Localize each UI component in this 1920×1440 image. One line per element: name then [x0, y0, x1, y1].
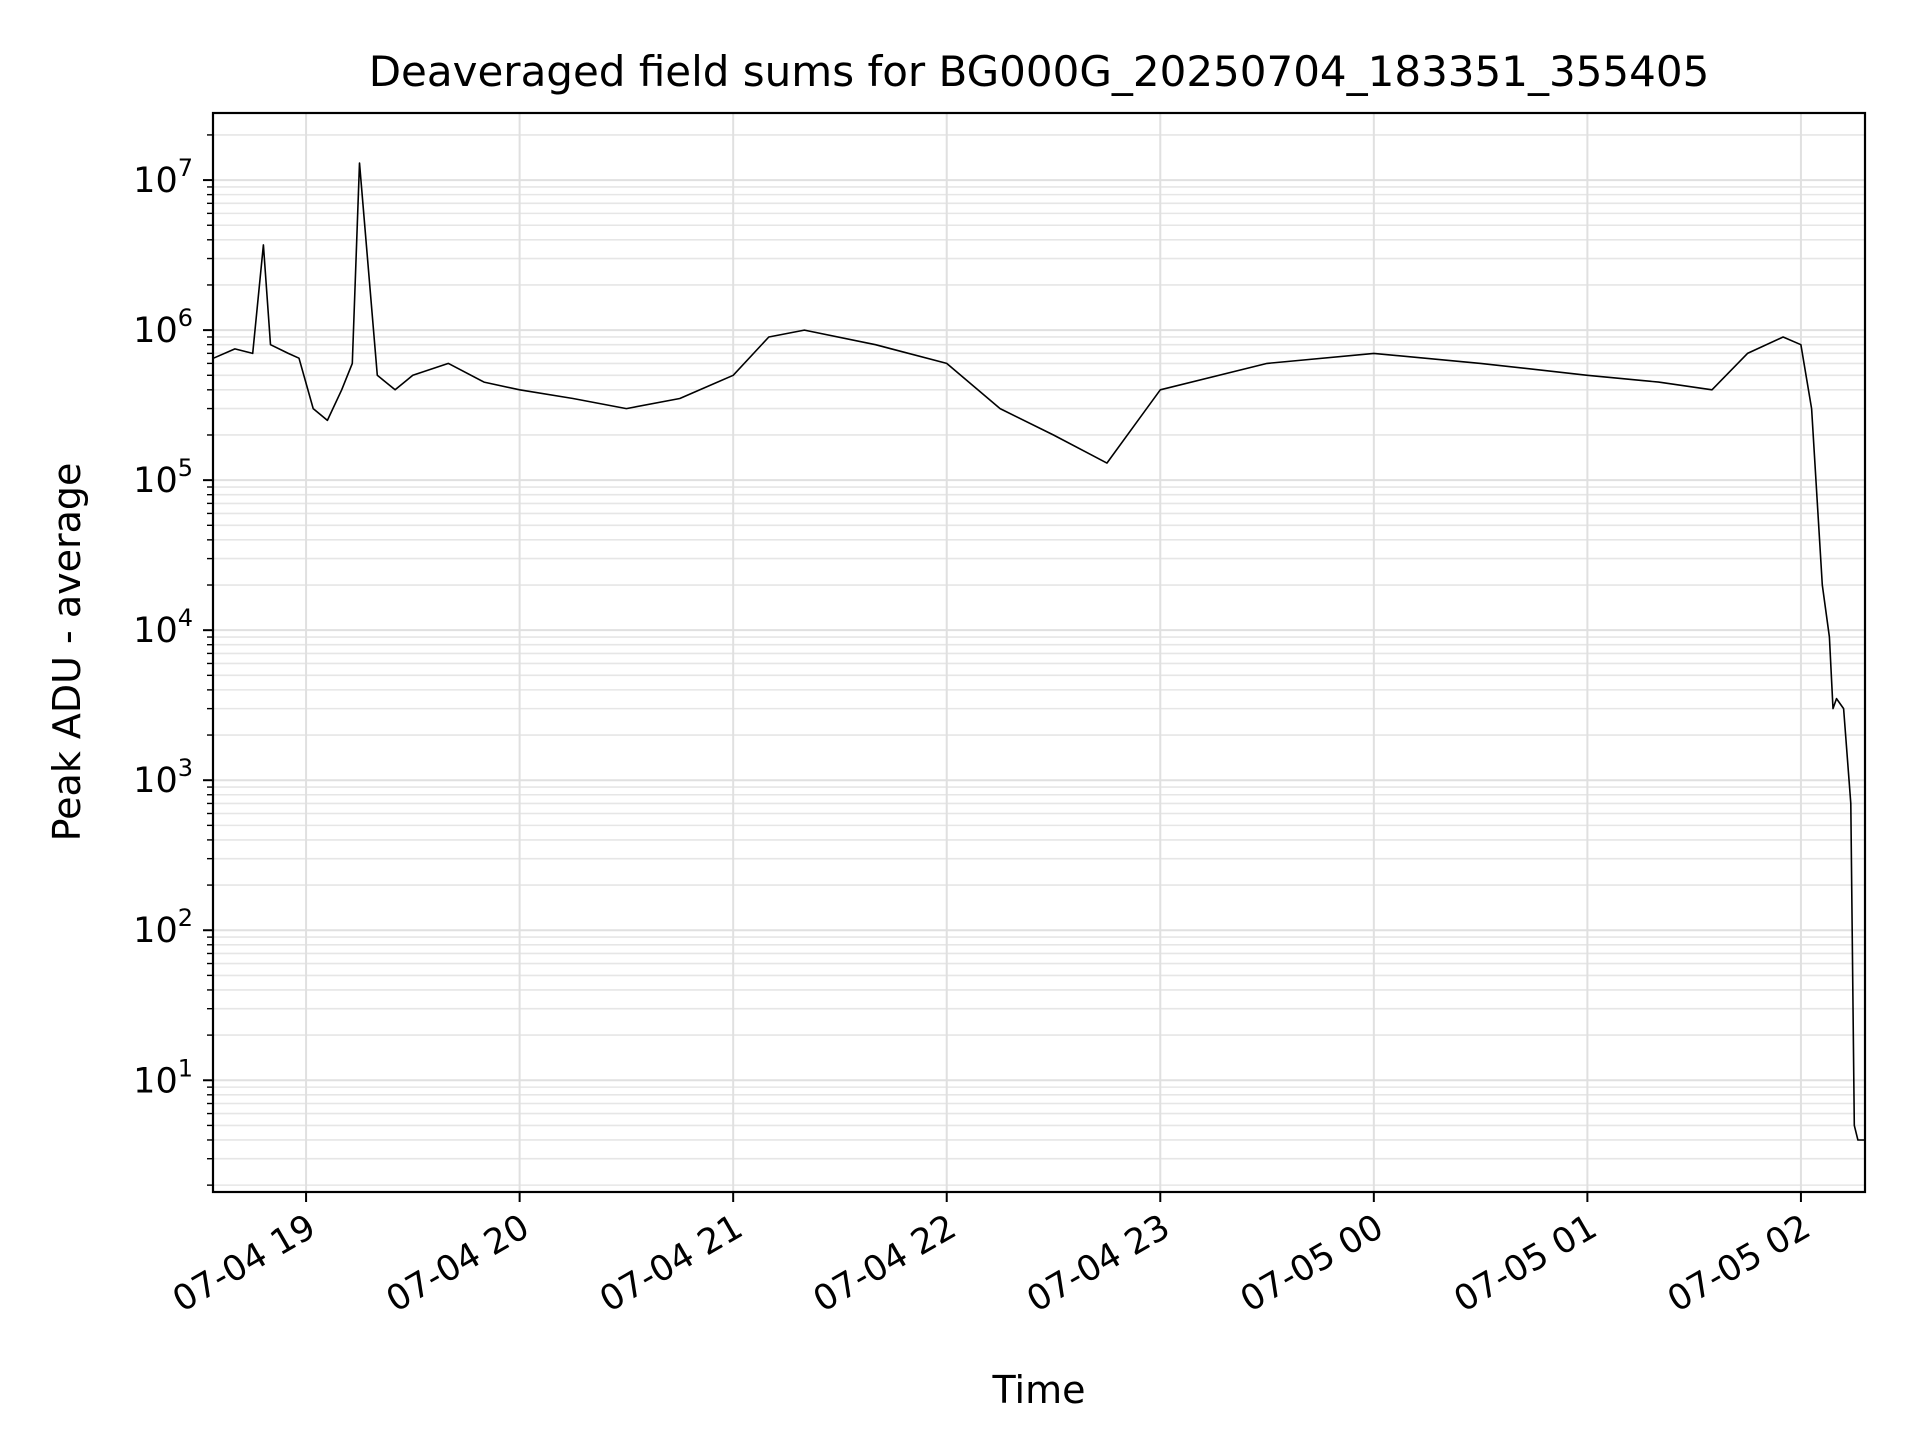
y-tick-label: 106 [133, 304, 193, 351]
x-tick-label: 07-05 02 [1661, 1207, 1817, 1320]
x-tick-label: 07-04 20 [380, 1207, 536, 1320]
y-tick-label: 105 [133, 454, 193, 501]
grid [213, 113, 1865, 1192]
x-axis: 07-04 19 07-04 20 07-04 21 07-04 22 07-04 23… [166, 1192, 1817, 1320]
x-tick-label: 07-04 23 [1020, 1207, 1176, 1320]
x-tick-label: 07-04 22 [807, 1207, 963, 1320]
series-line [213, 162, 1865, 1141]
x-tick-label: 07-04 21 [593, 1207, 749, 1320]
y-tick-label: 107 [133, 154, 193, 201]
y-tick-label: 104 [133, 604, 193, 651]
chart-title: Deaveraged field sums for BG000G_2025070… [369, 47, 1710, 96]
x-axis-label: Time [992, 1368, 1086, 1412]
x-tick-label: 07-04 19 [166, 1207, 322, 1320]
x-tick-label: 07-05 00 [1234, 1207, 1390, 1320]
y-tick-label: 102 [133, 904, 193, 951]
y-axis-label: Peak ADU - average [45, 463, 89, 842]
y-tick-label: 101 [133, 1054, 193, 1101]
y-axis: 101 102 103 104 105 106 107 [133, 134, 213, 1186]
series-layer [213, 162, 1865, 1141]
x-tick-label: 07-05 01 [1448, 1207, 1604, 1320]
plot-frame [211, 111, 1867, 1194]
y-tick-label: 103 [133, 754, 193, 801]
